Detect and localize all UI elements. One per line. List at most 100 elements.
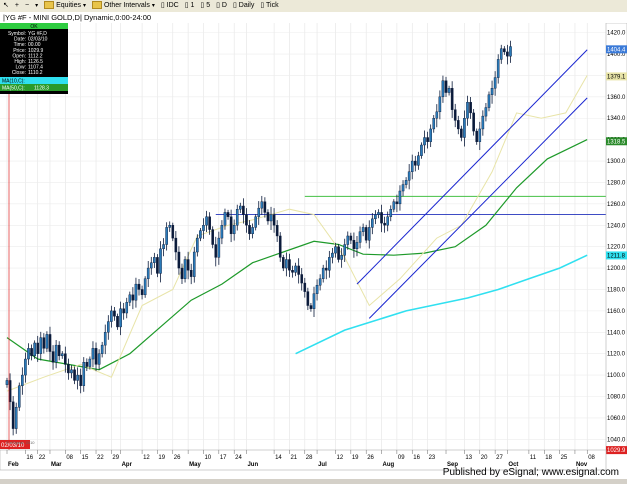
price-chart[interactable]: 1040.0 1060.0 1080.0 1100.0 1120.0 1140.0 1160… — [0, 22, 627, 479]
candle — [122, 302, 125, 320]
price-tick-label: 1400.0 — [607, 52, 626, 58]
candle-body — [180, 267, 184, 279]
candle-body — [493, 77, 497, 89]
candle-body — [140, 289, 144, 296]
toolbar-tick-button[interactable]: ▯ Tick — [260, 2, 279, 9]
candle-body — [407, 171, 411, 181]
candle — [496, 54, 500, 84]
candle-body — [5, 380, 9, 385]
candle — [14, 402, 18, 434]
chart-area[interactable]: 1040.0 1060.0 1080.0 1100.0 1120.0 1140.0 1160… — [0, 22, 627, 479]
info-row-label: High: — [14, 59, 26, 65]
time-tick-label: May — [189, 462, 201, 468]
candle-body — [460, 128, 463, 138]
candle-body — [401, 184, 405, 192]
price-tick-label: 1120.0 — [607, 352, 626, 358]
candle — [367, 220, 371, 249]
candle-body — [208, 216, 211, 230]
candle — [420, 142, 423, 159]
candle — [131, 287, 135, 310]
ma50-label: MA(50,C): — [2, 86, 25, 92]
candle — [171, 222, 175, 242]
candle — [472, 109, 475, 136]
candle-body — [189, 270, 193, 277]
toolbar-dropdown-icon[interactable]: ▾ — [35, 3, 39, 9]
toolbar-other-intervals-menu[interactable]: Other Intervals ▾ — [89, 0, 158, 12]
price-tag-text: 1318.5 — [607, 139, 626, 145]
candle — [33, 340, 36, 359]
candle-body — [33, 342, 36, 357]
candle-body — [149, 262, 153, 269]
candle-body — [386, 216, 389, 226]
toolbar-idc-button[interactable]: ▯ IDC — [160, 2, 179, 9]
candle-body — [196, 237, 199, 253]
candle-body — [226, 212, 230, 217]
time-tick-label: 28 — [306, 455, 313, 461]
candle — [36, 335, 39, 362]
toolbar-equities-menu[interactable]: Equities ▾ — [41, 0, 89, 12]
candle-body — [472, 112, 475, 132]
candle-body — [100, 344, 104, 354]
candle — [340, 248, 343, 268]
candle — [435, 104, 439, 128]
price-tag-green — [606, 137, 627, 146]
price-tick-label: 1040.0 — [607, 437, 626, 443]
time-tick-label: 19 — [352, 455, 359, 461]
price-tick-label: 1420.0 — [607, 31, 626, 37]
candle — [263, 197, 267, 218]
candle-body — [484, 107, 488, 117]
toolbar-1-button[interactable]: ▯ 1 — [184, 2, 195, 9]
price-tick-label: 1360.0 — [607, 95, 626, 101]
candle — [395, 194, 399, 213]
candle-body — [346, 235, 350, 245]
candle-body — [183, 259, 187, 279]
time-tick-label: 09 — [398, 455, 405, 461]
candle — [260, 195, 264, 215]
candle-body — [254, 216, 257, 228]
candle — [251, 223, 254, 239]
candle — [103, 324, 107, 355]
candle-body — [174, 237, 178, 253]
time-tick-label: Nov — [576, 462, 588, 468]
price-tick-label: 1340.0 — [607, 116, 626, 122]
toolbar-5-button[interactable]: ▯ 5 — [200, 2, 211, 9]
candle — [45, 331, 49, 353]
candle — [42, 333, 46, 354]
candle-body — [481, 115, 485, 130]
toolbar-d-button[interactable]: ▯ D — [216, 2, 227, 9]
toolbar-arrow-icon[interactable]: ↖ — [3, 2, 9, 9]
candle-body — [94, 348, 98, 365]
candle — [371, 213, 374, 235]
time-tick-label: 17 — [220, 455, 227, 461]
candle — [11, 396, 15, 436]
candle — [232, 219, 236, 241]
candle-body — [245, 214, 248, 226]
price-axis[interactable] — [605, 22, 627, 451]
toolbar-daily-button[interactable]: ▯ Daily — [232, 2, 255, 9]
candle — [312, 286, 316, 317]
candle-body — [60, 353, 64, 357]
toolbar-remove-icon[interactable]: − — [24, 2, 30, 9]
toolbar-add-icon[interactable]: + — [14, 2, 19, 9]
candle-body — [475, 130, 479, 142]
time-axis[interactable] — [0, 449, 607, 471]
candle — [140, 285, 144, 300]
candle — [306, 287, 310, 311]
time-tick-label: 26 — [174, 455, 181, 461]
candle-body — [42, 337, 46, 349]
candle — [137, 278, 141, 296]
candle — [309, 302, 313, 312]
candle-body — [82, 362, 86, 386]
candle-body — [487, 94, 491, 108]
candle-body — [380, 212, 383, 224]
candle — [484, 103, 488, 122]
candle-body — [426, 137, 429, 142]
candle — [469, 97, 472, 119]
candle — [361, 223, 365, 237]
candle-body — [266, 212, 270, 222]
candle-body — [248, 225, 251, 235]
candle-body — [395, 201, 399, 205]
ma50-row-bg — [0, 84, 68, 91]
candle-body — [352, 240, 356, 250]
folder-icon — [44, 1, 55, 10]
